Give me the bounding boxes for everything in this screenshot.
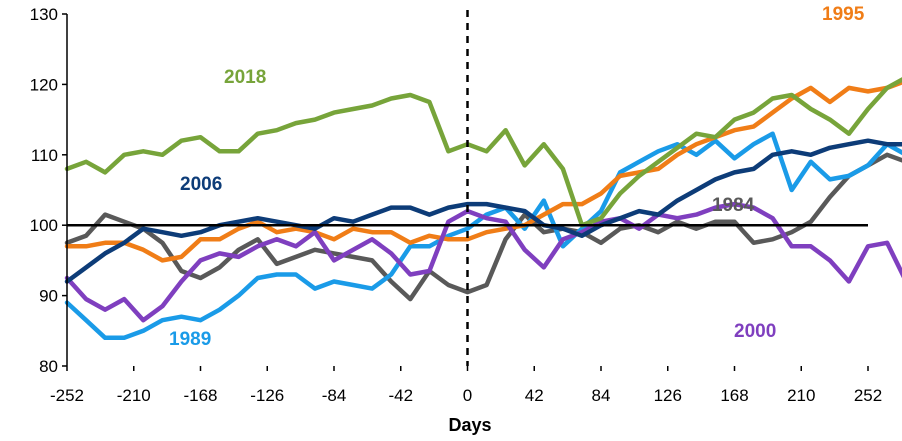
x-tick-label: -252 [50,386,84,405]
y-axis-ticks: 80 90 100 110 120 130 [30,5,67,376]
series-line-1989 [64,131,902,341]
series-layer [64,77,902,341]
x-tick-label: -210 [117,386,151,405]
x-axis-label: Days [448,415,491,435]
series-label-1989: 1989 [169,329,211,350]
y-tick-label: 120 [30,75,58,94]
y-tick-label: 110 [31,146,58,165]
x-tick-label: -168 [183,386,217,405]
series-label-2018: 2018 [224,67,266,88]
y-tick-label: 80 [39,357,58,376]
y-tick-label: 130 [30,5,58,24]
x-axis-ticks: -252 -210 -168 -126 -84 -42 0 42 84 126 168 210 252 [50,366,882,405]
series-line-2006 [64,138,902,284]
series-line-2000 [64,201,902,323]
x-tick-label: 84 [592,386,611,405]
x-tick-label: 0 [463,386,472,405]
x-tick-label: 42 [525,386,544,405]
y-tick-label: 100 [30,216,58,235]
series-label-1984: 1984 [712,195,755,216]
x-tick-label: -84 [322,386,347,405]
x-tick-label: -42 [388,386,413,405]
series-label-2006: 2006 [180,174,222,195]
x-tick-label: 252 [854,386,882,405]
x-tick-label: 210 [787,386,815,405]
series-line-2018 [64,77,902,228]
x-tick-label: 126 [654,386,682,405]
x-tick-label: -126 [250,386,284,405]
series-label-1995: 1995 [822,4,865,25]
x-tick-label: 168 [720,386,748,405]
y-tick-label: 90 [39,287,58,306]
series-label-2000: 2000 [734,321,776,342]
